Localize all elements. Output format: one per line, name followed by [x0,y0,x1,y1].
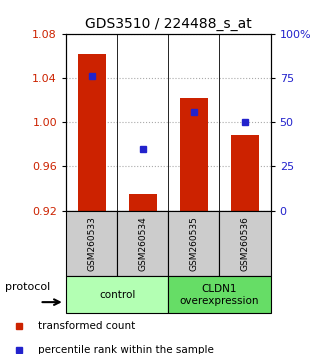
Bar [231,136,259,211]
Bar [180,98,208,211]
Text: GSM260534: GSM260534 [138,216,147,271]
Bar [117,211,168,276]
Bar [219,211,271,276]
Bar [66,276,168,313]
Text: GSM260535: GSM260535 [189,216,198,271]
Bar [129,194,157,211]
Text: protocol: protocol [5,282,50,292]
Bar [78,53,106,211]
Bar [66,211,117,276]
Bar [168,211,219,276]
Text: control: control [99,290,135,300]
Text: GSM260533: GSM260533 [87,216,96,271]
Text: percentile rank within the sample: percentile rank within the sample [38,345,214,354]
Text: CLDN1
overexpression: CLDN1 overexpression [180,284,259,306]
Bar [168,276,271,313]
Text: transformed count: transformed count [38,321,136,331]
Text: GSM260536: GSM260536 [241,216,249,271]
Title: GDS3510 / 224488_s_at: GDS3510 / 224488_s_at [85,17,252,31]
